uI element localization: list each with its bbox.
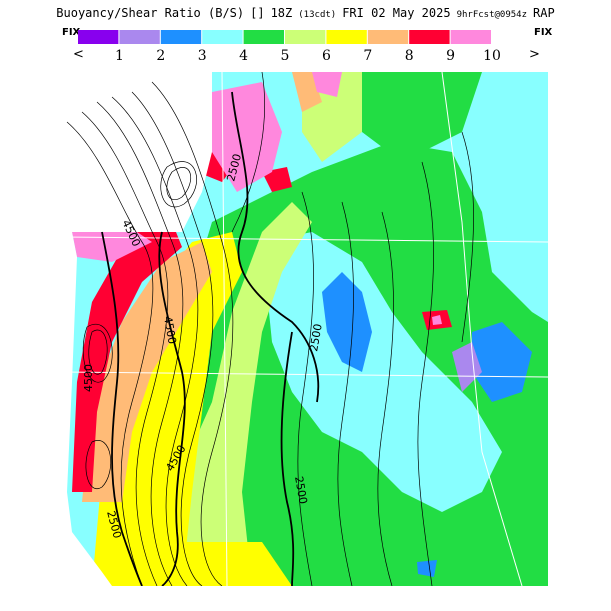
- legend-label-8: 8: [405, 48, 414, 64]
- legend-label-1: 1: [115, 48, 124, 64]
- forecast-label: 9hrFcst@0954z: [456, 10, 528, 20]
- title-symbol: []: [250, 6, 265, 20]
- run-note: (13cdt): [298, 10, 337, 20]
- legend-swatch-6: [285, 30, 326, 44]
- legend-swatch-5: [243, 30, 284, 44]
- legend-label-9: 9: [446, 48, 455, 64]
- valid-date: FRI 02 May 2025: [342, 6, 451, 20]
- contour-label-6: 2500: [292, 475, 310, 505]
- region-blue-east: [472, 322, 532, 402]
- map-panel: 4500 2500 4500 4500 2500 2500 4500 2500: [62, 72, 548, 586]
- region-cyan-east: [482, 72, 548, 292]
- title-text: Buoyancy/Shear Ratio (B/S): [56, 6, 245, 20]
- legend-swatch-10: [450, 30, 491, 44]
- region-white-west: [62, 232, 112, 586]
- legend-label-10: 10: [483, 48, 501, 64]
- speck-pink-1: [432, 315, 442, 325]
- chart-title: Buoyancy/Shear Ratio (B/S) [] 18Z (13cdt)…: [0, 6, 611, 24]
- legend-swatch-8: [367, 30, 409, 44]
- legend-label-2: 2: [156, 48, 165, 64]
- legend-swatch-2: [119, 30, 160, 44]
- region-white-north: [62, 72, 212, 232]
- contours-thin: [66, 72, 474, 586]
- arrow-left-icon: <: [73, 47, 84, 62]
- region-lightgreen: [162, 202, 312, 586]
- legend-swatch-1: [78, 30, 119, 44]
- legend-label-5: 5: [281, 48, 290, 64]
- legend-label-4: 4: [239, 48, 248, 64]
- legend-label-3: 3: [198, 48, 207, 64]
- arrow-right-icon: >: [529, 47, 540, 62]
- contour-label-7: 4500: [82, 364, 95, 392]
- region-yellow-sw: [182, 542, 292, 586]
- region-green-top: [362, 72, 482, 162]
- legend-swatch-4: [202, 30, 243, 44]
- fix-right-label: FIX: [534, 27, 553, 38]
- legend-label-7: 7: [363, 48, 372, 64]
- speck-blue-1: [417, 560, 437, 577]
- legend-swatch-7: [326, 30, 367, 44]
- state-borders: [62, 72, 548, 586]
- region-orange: [82, 242, 212, 502]
- color-legend: 1 2 3 4 5 6 7 8 9 10: [78, 30, 501, 64]
- region-pink-top: [312, 72, 342, 97]
- contour-label-5: 2500: [307, 323, 325, 353]
- region-blue: [322, 272, 372, 372]
- region-red: [72, 222, 182, 492]
- legend-label-6: 6: [322, 48, 331, 64]
- model-name: RAP: [533, 6, 555, 20]
- legend-swatch-3: [160, 30, 202, 44]
- fix-left-label: FIX: [62, 27, 81, 38]
- contours-thick: [101, 91, 320, 586]
- region-cyan: [262, 232, 502, 512]
- run-time: 18Z: [270, 6, 293, 20]
- contour-label-3: 4500: [161, 315, 179, 345]
- legend-swatch-9: [409, 30, 450, 44]
- region-yellow: [92, 232, 242, 586]
